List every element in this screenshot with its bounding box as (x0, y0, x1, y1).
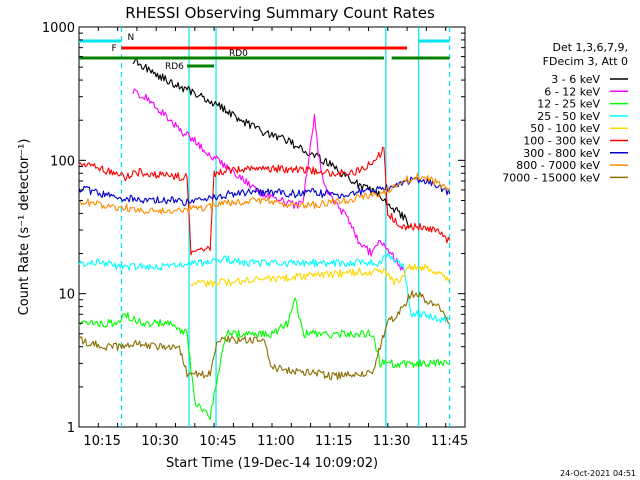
legend-label: 3 - 6 keV (551, 73, 600, 86)
y-tick-label: 1 (67, 421, 75, 436)
y-tick-label: 1000 (42, 21, 75, 36)
flag-label-rd0: RD0 (229, 49, 248, 59)
x-axis-label: Start Time (19-Dec-14 10:09:02) (166, 456, 378, 471)
legend-label: 50 - 100 keV (530, 122, 600, 135)
legend-header: FDecim 3, Att 0 (543, 55, 628, 68)
vertical-markers (120, 27, 451, 427)
x-tick-label: 11:45 (431, 434, 468, 449)
flag-label-f: F (111, 44, 116, 54)
legend-label: 100 - 300 keV (523, 135, 600, 148)
series-line-3 (78, 253, 450, 324)
y-axis-label: Count Rate (s⁻¹ detector⁻¹) (17, 139, 32, 316)
legend-label: 300 - 800 keV (523, 147, 600, 160)
legend-label: 12 - 25 keV (537, 98, 600, 111)
series-line-5 (78, 146, 451, 256)
series-line-1 (132, 88, 404, 271)
flag-label-rd6: RD6 (165, 62, 184, 72)
flag-label-n: N (127, 33, 134, 43)
x-tick-label: 11:30 (373, 434, 410, 449)
legend: Det 1,3,6,7,9,FDecim 3, Att 0 3 - 6 keV6 … (502, 41, 628, 184)
x-tick-label: 10:45 (199, 434, 236, 449)
legend-label: 6 - 12 keV (544, 85, 600, 98)
series-line-6 (78, 176, 451, 207)
y-tick-label: 10 (58, 288, 75, 303)
y-axis: 1 10 100 1000 (42, 21, 465, 436)
series-line-8 (78, 290, 450, 381)
series-layer (78, 58, 451, 421)
series-line-2 (78, 297, 450, 421)
flag-bars: N F RD0 RD6 (79, 33, 450, 72)
legend-label: 800 - 7000 keV (516, 159, 600, 172)
x-tick-label: 10:15 (83, 434, 120, 449)
legend-header: Det 1,3,6,7,9, (552, 41, 628, 54)
x-tick-label: 11:00 (257, 434, 294, 449)
legend-label: 25 - 50 keV (537, 110, 600, 123)
x-tick-label: 11:15 (315, 434, 352, 449)
timestamp: 24-Oct-2021 04:51 (560, 469, 636, 478)
y-tick-label: 100 (50, 154, 75, 169)
chart-title: RHESSI Observing Summary Count Rates (125, 4, 435, 22)
series-line-4 (190, 263, 451, 288)
legend-label: 7000 - 15000 keV (502, 171, 600, 184)
x-tick-label: 10:30 (141, 434, 178, 449)
series-line-7 (78, 172, 451, 215)
series-line-0 (132, 58, 412, 228)
x-axis: 10:15 10:30 10:45 11:00 11:15 11:30 11:45 (78, 27, 468, 449)
